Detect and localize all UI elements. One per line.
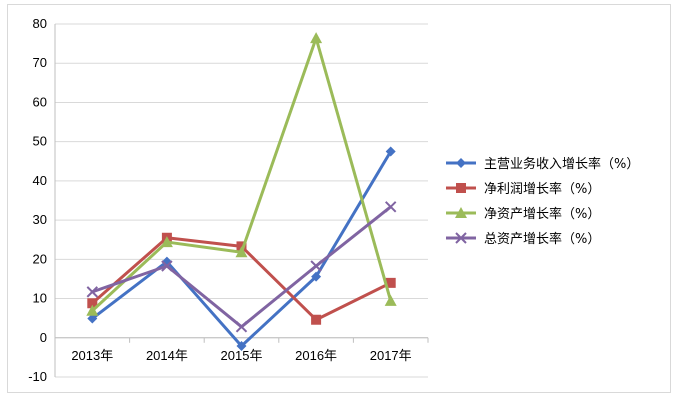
legend-label: 净利润增长率（%） <box>484 181 600 197</box>
series-3 <box>86 32 397 316</box>
x-marker-stroke <box>455 232 467 244</box>
x-marker-stroke <box>235 321 248 333</box>
data-point <box>86 286 99 298</box>
x-tick-label: 2017年 <box>370 348 412 363</box>
data-point <box>310 32 323 44</box>
legend-item: 总资产增长率（%） <box>446 231 600 247</box>
series-4 <box>86 201 397 333</box>
series-group <box>86 32 397 352</box>
data-point <box>87 298 98 309</box>
legend: 主营业务收入增长率（%） 净利润增长率（%） 净资产增长率（%） 总资产增长率（%） <box>446 156 639 247</box>
data-point <box>236 341 247 352</box>
x-tick-label: 2014年 <box>146 348 188 363</box>
y-tick-label: 10 <box>33 291 47 306</box>
data-point <box>86 304 99 316</box>
chart-frame <box>7 4 671 393</box>
x-marker-stroke <box>384 201 397 213</box>
legend-label: 主营业务收入增长率（%） <box>484 156 639 172</box>
data-point <box>311 314 322 325</box>
x-tick-label: 2016年 <box>295 348 337 363</box>
data-point <box>384 294 397 306</box>
x-tick-label: 2015年 <box>221 348 263 363</box>
series-line <box>91 36 393 312</box>
y-axis: -10 0 10 20 30 40 50 60 70 80 <box>28 16 56 384</box>
y-tick-label: 70 <box>33 55 47 70</box>
y-tick-label: 60 <box>33 94 47 109</box>
legend-item: 主营业务收入增长率（%） <box>446 156 639 172</box>
x-marker-stroke <box>161 260 173 272</box>
y-tick-label: 20 <box>33 251 47 266</box>
legend-item: 净利润增长率（%） <box>446 181 600 197</box>
x-marker-stroke <box>86 286 99 298</box>
y-tick-label: 50 <box>33 134 47 149</box>
data-point <box>456 183 466 193</box>
data-point <box>385 146 396 157</box>
y-tick-label: 80 <box>33 16 47 31</box>
x-marker-stroke <box>310 260 322 272</box>
legend-label: 总资产增长率（%） <box>484 231 600 247</box>
x-tick-label: 2013年 <box>71 348 113 363</box>
data-point <box>87 313 98 324</box>
data-point <box>235 321 248 333</box>
data-point <box>385 277 396 288</box>
gridlines <box>55 23 428 378</box>
data-point <box>161 260 173 272</box>
data-point <box>455 232 467 244</box>
y-tick-label: 0 <box>40 330 47 345</box>
legend-item: 净资产增长率（%） <box>446 206 600 222</box>
data-point <box>384 201 397 213</box>
data-point <box>455 207 467 218</box>
y-tick-label: 40 <box>33 173 47 188</box>
data-point <box>160 236 173 248</box>
data-point <box>235 246 248 258</box>
y-tick-label: -10 <box>28 369 47 384</box>
y-tick-label: 30 <box>33 212 47 227</box>
data-point <box>456 158 466 168</box>
series-1 <box>87 146 396 352</box>
data-point <box>310 260 322 272</box>
data-point <box>311 271 322 282</box>
legend-label: 净资产增长率（%） <box>484 206 600 222</box>
x-axis: 2013年 2014年 2015年 2016年 2017年 <box>54 337 429 363</box>
